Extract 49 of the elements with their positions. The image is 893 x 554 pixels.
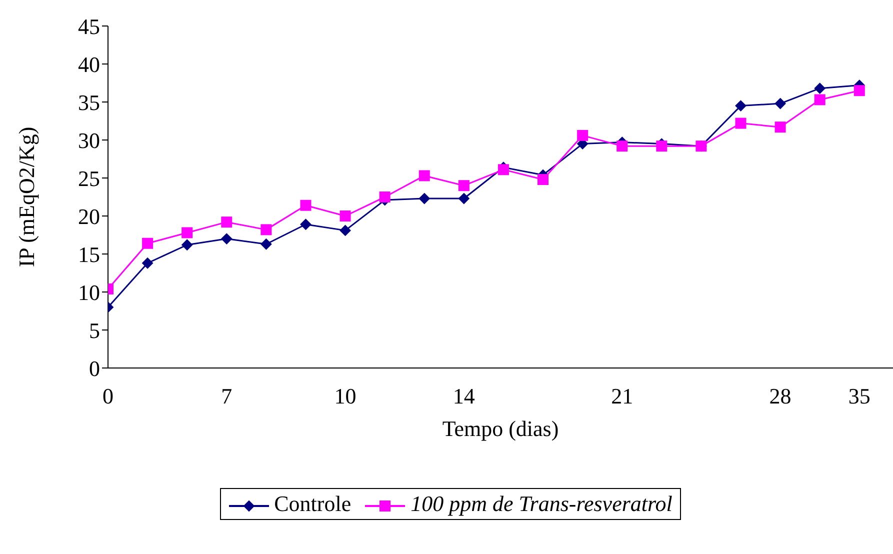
point bbox=[814, 82, 826, 94]
y-tick-label: 20 bbox=[78, 204, 100, 229]
point bbox=[498, 164, 509, 176]
x-tick-label: 10 bbox=[334, 384, 356, 409]
legend-label: 100 ppm de Trans-resveratrol bbox=[410, 491, 672, 517]
point bbox=[340, 210, 351, 222]
point bbox=[538, 174, 549, 186]
point bbox=[458, 180, 470, 192]
point bbox=[577, 130, 588, 141]
point bbox=[340, 224, 351, 236]
point bbox=[774, 98, 786, 110]
point bbox=[854, 85, 865, 96]
point bbox=[774, 122, 786, 133]
point bbox=[142, 258, 154, 269]
y-tick-label: 35 bbox=[78, 90, 100, 115]
y-tick-label: 45 bbox=[78, 14, 100, 39]
point bbox=[418, 193, 430, 204]
x-tick-label: 21 bbox=[611, 384, 634, 409]
point bbox=[735, 100, 746, 112]
point bbox=[260, 224, 272, 236]
point bbox=[300, 200, 312, 211]
y-tick-label: 40 bbox=[78, 52, 100, 77]
y-tick-label: 15 bbox=[78, 242, 100, 267]
point bbox=[260, 238, 272, 250]
x-tick-label: 14 bbox=[452, 384, 475, 409]
point bbox=[814, 94, 826, 106]
y-tick-label: 5 bbox=[89, 318, 100, 343]
x-tick-label: 28 bbox=[769, 384, 792, 409]
point bbox=[616, 140, 628, 152]
point bbox=[300, 218, 312, 230]
point bbox=[458, 193, 470, 204]
x-tick-label: 35 bbox=[848, 384, 870, 409]
point bbox=[142, 238, 154, 249]
point bbox=[182, 227, 193, 238]
y-tick-label: 25 bbox=[78, 166, 100, 191]
point bbox=[379, 192, 390, 202]
legend-label: Controle bbox=[273, 491, 352, 517]
y-tick-label: 10 bbox=[78, 280, 100, 305]
point bbox=[221, 233, 232, 244]
point bbox=[656, 140, 668, 152]
x-tick-label: 7 bbox=[221, 384, 232, 409]
y-tick-label: 30 bbox=[78, 128, 100, 153]
point bbox=[418, 170, 430, 182]
y-axis-title: IP (mEqO2/Kg) bbox=[14, 126, 39, 268]
x-axis-title: Tempo (dias) bbox=[442, 416, 559, 441]
point bbox=[221, 216, 232, 228]
y-tick-label: 0 bbox=[89, 356, 100, 381]
point bbox=[182, 239, 193, 250]
point bbox=[735, 118, 746, 129]
